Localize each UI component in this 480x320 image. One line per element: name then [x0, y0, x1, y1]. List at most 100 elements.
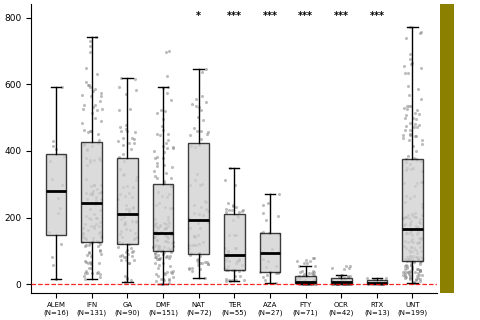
Point [88, 192, 96, 197]
Point [162, 226, 169, 231]
Point [202, 200, 210, 205]
Point [303, 281, 311, 286]
Point [185, 243, 192, 248]
Point [401, 214, 408, 220]
Point [186, 252, 194, 257]
Point [151, 244, 159, 249]
Point [156, 246, 163, 251]
Point [403, 214, 410, 220]
Point [297, 279, 304, 284]
Point [164, 214, 171, 219]
Point [300, 282, 308, 287]
Point [118, 228, 125, 233]
Point [414, 267, 422, 272]
Point [295, 279, 303, 284]
Point [229, 203, 237, 208]
Point [168, 205, 175, 210]
Point [160, 220, 168, 226]
Point [162, 225, 170, 230]
Point [84, 147, 91, 152]
Point [306, 259, 313, 264]
Point [402, 123, 410, 128]
Point [94, 186, 101, 191]
Point [275, 270, 282, 276]
Point [404, 256, 412, 261]
Point [240, 277, 248, 282]
Point [125, 209, 133, 214]
Point [49, 143, 57, 148]
Point [127, 106, 134, 111]
Point [415, 112, 423, 117]
Point [259, 202, 266, 207]
Point [93, 270, 101, 275]
Point [307, 281, 315, 286]
Point [408, 267, 416, 272]
Point [166, 247, 174, 252]
Point [202, 206, 209, 212]
Point [379, 282, 387, 287]
Point [404, 84, 411, 89]
Point [229, 203, 237, 208]
Point [125, 207, 133, 212]
Point [169, 244, 177, 249]
Point [310, 271, 317, 276]
Point [153, 220, 160, 226]
Point [417, 260, 424, 265]
Point [157, 248, 165, 253]
Point [185, 265, 193, 270]
Point [233, 213, 240, 218]
Point [413, 108, 421, 113]
Point [419, 205, 426, 210]
Point [116, 191, 124, 196]
Point [344, 282, 351, 287]
Point [168, 183, 175, 188]
Point [194, 263, 202, 268]
Point [406, 268, 414, 274]
Point [402, 194, 410, 199]
Point [224, 249, 232, 254]
Point [198, 137, 205, 142]
Point [260, 250, 267, 255]
Point [403, 104, 410, 109]
Point [402, 167, 409, 172]
Point [302, 281, 310, 286]
Point [96, 223, 103, 228]
Point [116, 253, 123, 258]
Point [262, 264, 270, 269]
Point [404, 154, 412, 159]
Point [412, 254, 420, 260]
Point [329, 279, 337, 284]
Point [162, 221, 170, 226]
Point [93, 71, 101, 76]
Point [406, 127, 414, 132]
Point [301, 281, 309, 286]
Point [153, 154, 161, 159]
Point [239, 267, 247, 272]
Point [160, 244, 168, 250]
Point [274, 249, 281, 254]
Point [221, 265, 228, 270]
Point [155, 244, 162, 249]
Point [198, 94, 206, 99]
Point [120, 172, 127, 177]
Point [409, 143, 417, 148]
Point [115, 155, 123, 160]
Point [305, 270, 313, 275]
Point [417, 279, 424, 284]
Point [274, 213, 282, 218]
Point [167, 233, 175, 238]
Point [413, 225, 421, 230]
Point [164, 236, 172, 241]
Point [153, 161, 160, 166]
Point [115, 84, 122, 89]
Point [223, 251, 231, 256]
Point [340, 276, 348, 281]
Point [328, 278, 336, 283]
Point [167, 175, 175, 180]
Point [185, 215, 193, 220]
Point [417, 258, 425, 263]
Point [82, 236, 89, 241]
Point [408, 262, 415, 268]
Point [119, 135, 127, 140]
Point [412, 133, 420, 139]
